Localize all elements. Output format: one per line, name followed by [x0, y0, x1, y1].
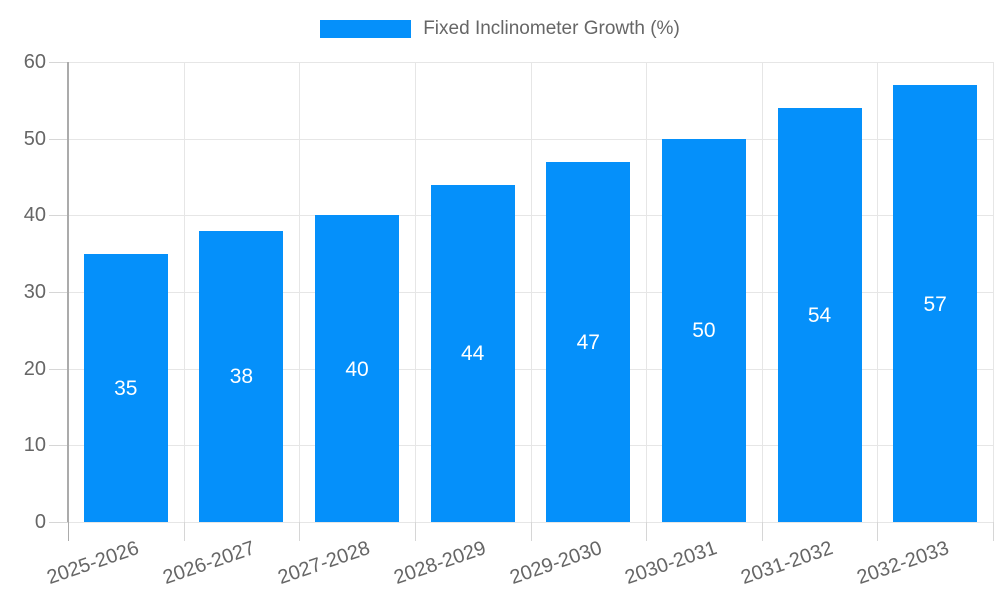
y-axis-tick [49, 522, 68, 523]
bar-value-label: 40 [345, 357, 369, 381]
legend-label: Fixed Inclinometer Growth (%) [423, 18, 680, 39]
bar-value-label: 44 [461, 342, 485, 366]
x-tick-label: 2029-2030 [506, 537, 605, 589]
y-axis-tick [49, 292, 68, 293]
x-tick-label: 2031-2032 [738, 537, 836, 589]
y-tick-label: 50 [23, 127, 46, 150]
bar[interactable] [661, 138, 746, 522]
x-axis-tick [414, 522, 416, 541]
y-axis-tick [49, 138, 68, 140]
x-gridline [530, 62, 532, 522]
bar[interactable] [777, 108, 862, 522]
bar[interactable] [199, 230, 284, 522]
y-axis-tick [49, 215, 68, 217]
y-tick-label: 30 [23, 281, 46, 303]
y-tick-label: 10 [23, 434, 46, 457]
x-gridline [646, 62, 648, 522]
bar[interactable] [546, 161, 631, 522]
y-tick-label: 20 [23, 357, 46, 380]
x-axis-tick [646, 522, 648, 541]
bar-value-label: 57 [923, 292, 947, 316]
bar[interactable] [430, 184, 515, 522]
x-tick-label: 2028-2029 [391, 537, 489, 589]
x-gridline [761, 62, 763, 522]
x-axis-tick [993, 522, 994, 541]
bar[interactable] [893, 85, 978, 522]
x-gridline [993, 62, 994, 522]
x-tick-label: 2026-2027 [159, 537, 258, 589]
x-axis-tick [68, 522, 69, 541]
bar-value-label: 54 [807, 304, 832, 327]
bar-value-label: 47 [576, 330, 600, 354]
y-axis-tick [49, 445, 68, 447]
bar[interactable] [315, 215, 400, 522]
y-axis-tick [49, 62, 68, 63]
y-tick-label: 60 [23, 51, 46, 73]
x-axis-tick [761, 522, 763, 541]
x-axis-tick [530, 522, 532, 541]
x-axis-tick [299, 522, 301, 541]
y-axis-line [67, 62, 69, 522]
x-tick-label: 2030-2031 [622, 537, 721, 589]
y-axis-tick [49, 368, 68, 370]
x-axis-tick [183, 522, 185, 541]
y-tick-label: 40 [23, 204, 46, 227]
chart-legend: Fixed Inclinometer Growth (%) [0, 18, 1000, 40]
x-gridline [877, 62, 879, 522]
bar-value-label: 50 [692, 319, 716, 343]
bar-value-label: 35 [114, 376, 138, 400]
x-tick-label: 2025-2026 [44, 537, 142, 589]
bar-value-label: 38 [229, 365, 254, 389]
x-tick-label: 2032-2033 [853, 537, 952, 589]
x-tick-label: 2027-2028 [275, 537, 374, 589]
legend-item[interactable]: Fixed Inclinometer Growth (%) [320, 18, 680, 40]
x-gridline [299, 62, 301, 522]
legend-swatch-icon [320, 20, 412, 38]
y-tick-label: 0 [34, 511, 46, 533]
x-gridline [183, 62, 185, 522]
x-axis-tick [877, 522, 879, 541]
x-gridline [414, 62, 416, 522]
bar[interactable] [83, 253, 168, 522]
